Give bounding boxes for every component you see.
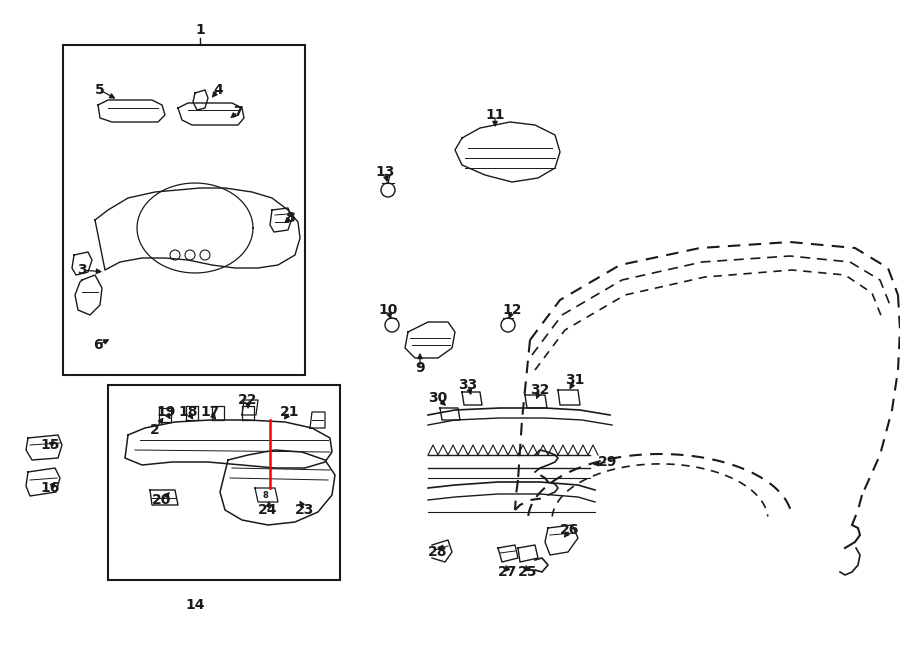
Text: 15: 15 — [40, 438, 59, 452]
Text: 14: 14 — [185, 598, 205, 612]
Text: 8: 8 — [285, 211, 295, 225]
Text: 8: 8 — [262, 492, 268, 500]
Text: 33: 33 — [458, 378, 478, 392]
Text: 6: 6 — [94, 338, 103, 352]
Text: 9: 9 — [415, 361, 425, 375]
Text: 19: 19 — [157, 405, 176, 419]
Text: 21: 21 — [280, 405, 300, 419]
Bar — [63, 45, 305, 375]
Text: 30: 30 — [428, 391, 447, 405]
Text: 25: 25 — [518, 565, 538, 579]
Text: 18: 18 — [178, 405, 198, 419]
Text: 22: 22 — [238, 393, 257, 407]
Text: 1: 1 — [195, 23, 205, 37]
Text: 32: 32 — [530, 383, 550, 397]
Text: 31: 31 — [565, 373, 585, 387]
Text: 2: 2 — [150, 423, 160, 437]
Text: 5: 5 — [95, 83, 105, 97]
Text: 28: 28 — [428, 545, 448, 559]
Text: 10: 10 — [378, 303, 398, 317]
Text: 11: 11 — [485, 108, 505, 122]
Text: 16: 16 — [40, 481, 59, 495]
Text: 17: 17 — [201, 405, 220, 419]
Text: 24: 24 — [258, 503, 278, 517]
Text: 4: 4 — [213, 83, 223, 97]
Text: 26: 26 — [561, 523, 580, 537]
Text: 20: 20 — [152, 493, 172, 507]
Text: 27: 27 — [499, 565, 517, 579]
Text: 7: 7 — [233, 105, 243, 119]
Text: 23: 23 — [295, 503, 315, 517]
Text: 3: 3 — [77, 263, 86, 277]
Text: 13: 13 — [375, 165, 395, 179]
Text: 29: 29 — [598, 455, 617, 469]
Bar — [108, 385, 340, 580]
Text: 12: 12 — [502, 303, 522, 317]
